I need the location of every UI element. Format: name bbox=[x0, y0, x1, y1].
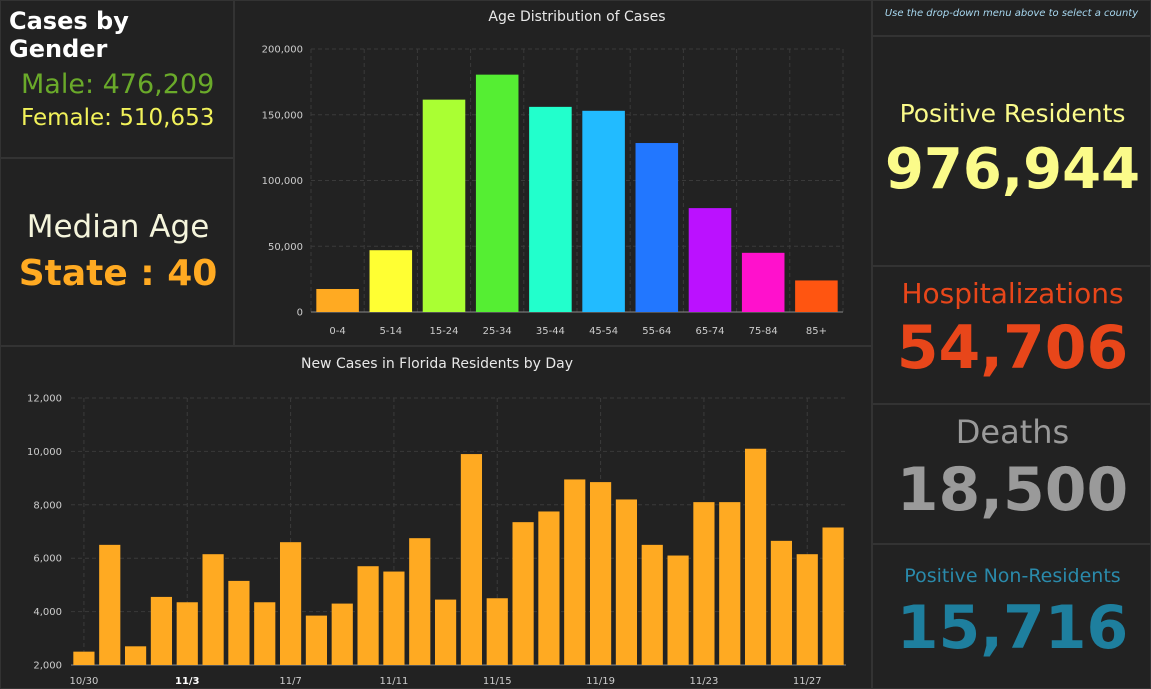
median-age-value: State : 40 bbox=[18, 253, 218, 294]
age-distribution-chart[interactable]: Age Distribution of Cases 0 50,000 100,000 1… bbox=[235, 1, 872, 346]
daily-ytick-label: 6,000 bbox=[33, 554, 62, 565]
daily-bar-11-4 bbox=[202, 554, 224, 665]
daily-ytick-label: 12,000 bbox=[27, 394, 62, 405]
age-bar-0-4 bbox=[316, 288, 359, 312]
median-age-panel: Median Age State : 40 bbox=[0, 158, 234, 346]
positive-residents-label: Positive Residents bbox=[899, 99, 1126, 128]
age-bar-45-54 bbox=[582, 110, 625, 313]
hospitalizations-label: Hospitalizations bbox=[901, 277, 1124, 310]
age-xtick-label: 65-74 bbox=[695, 326, 724, 337]
daily-xtick-label: 11/27 bbox=[793, 676, 822, 687]
daily-bar-10-30 bbox=[73, 651, 95, 665]
daily-bar-11-17 bbox=[538, 511, 560, 665]
daily-bar-11-15 bbox=[486, 598, 508, 665]
daily-bar-11-11 bbox=[383, 571, 405, 665]
age-chart-title: Age Distribution of Cases bbox=[488, 9, 665, 25]
daily-bar-11-16 bbox=[512, 522, 534, 665]
age-xtick-label: 25-34 bbox=[483, 326, 512, 337]
daily-bar-11-22 bbox=[667, 555, 689, 665]
daily-bar-11-12 bbox=[409, 538, 431, 665]
positive-nonresidents-value: 15,716 bbox=[896, 593, 1129, 663]
age-bar-65-74 bbox=[688, 208, 732, 312]
daily-bar-11-19 bbox=[589, 482, 612, 665]
age-ytick-label: 100,000 bbox=[262, 176, 303, 187]
daily-bar-11-13 bbox=[434, 599, 457, 665]
age-bar-55-64 bbox=[635, 143, 679, 312]
age-xtick-label: 15-24 bbox=[429, 326, 458, 337]
daily-xtick-label: 11/19 bbox=[586, 676, 615, 687]
daily-ytick-label: 2,000 bbox=[33, 661, 62, 672]
age-xtick-label: 85+ bbox=[806, 326, 827, 337]
daily-bar-11-27 bbox=[796, 554, 818, 665]
daily-chart-title: New Cases in Florida Residents by Day bbox=[301, 356, 573, 372]
age-ytick-label: 200,000 bbox=[262, 45, 303, 56]
age-xtick-label: 35-44 bbox=[536, 326, 565, 337]
daily-bar-11-20 bbox=[615, 499, 638, 665]
daily-bar-11-3 bbox=[176, 602, 198, 665]
daily-ytick-label: 10,000 bbox=[27, 447, 62, 458]
age-ytick-label: 0 bbox=[297, 308, 303, 319]
daily-bar-11-5 bbox=[228, 580, 250, 665]
positive-nonresidents-panel: Positive Non-Residents 15,716 bbox=[872, 544, 1151, 689]
daily-cases-chart[interactable]: New Cases in Florida Residents by Day 2,0… bbox=[1, 347, 872, 689]
county-note-text: Use the drop-down menu above to select a… bbox=[884, 8, 1139, 19]
age-bar-15-24 bbox=[422, 99, 466, 312]
male-count: Male: 476,209 bbox=[21, 69, 215, 100]
age-bar-25-34 bbox=[475, 74, 519, 312]
gender-title: Cases by Gender bbox=[9, 7, 129, 63]
daily-xtick-label: 11/7 bbox=[279, 676, 301, 687]
age-ytick-label: 150,000 bbox=[262, 110, 303, 121]
daily-bar-11-25 bbox=[744, 448, 767, 665]
daily-xtick-label: 11/15 bbox=[483, 676, 512, 687]
daily-bar-11-23 bbox=[693, 502, 715, 665]
age-bar-5-14 bbox=[369, 250, 413, 312]
positive-nonresidents-label: Positive Non-Residents bbox=[904, 565, 1121, 587]
daily-xtick-label: 11/23 bbox=[690, 676, 719, 687]
deaths-value: 18,500 bbox=[896, 455, 1129, 525]
daily-cases-panel: New Cases in Florida Residents by Day 2,0… bbox=[0, 346, 872, 689]
age-ytick-label: 50,000 bbox=[268, 242, 303, 253]
daily-bar-11-28 bbox=[822, 527, 844, 665]
daily-bar-11-6 bbox=[254, 602, 276, 665]
daily-bar-11-8 bbox=[305, 615, 328, 665]
age-bar-35-44 bbox=[529, 106, 572, 312]
deaths-label: Deaths bbox=[955, 413, 1070, 451]
hospitalizations-panel: Hospitalizations 54,706 bbox=[872, 266, 1151, 404]
daily-ytick-label: 4,000 bbox=[33, 607, 62, 618]
hospitalizations-value: 54,706 bbox=[896, 313, 1129, 383]
county-note-panel: Use the drop-down menu above to select a… bbox=[872, 0, 1151, 36]
daily-bar-11-21 bbox=[641, 544, 663, 665]
daily-bar-11-9 bbox=[331, 603, 353, 665]
median-age-title: Median Age bbox=[26, 209, 210, 245]
age-xtick-label: 75-84 bbox=[749, 326, 778, 337]
age-bar-75-84 bbox=[741, 252, 785, 312]
deaths-panel: Deaths 18,500 bbox=[872, 404, 1151, 544]
daily-bar-11-10 bbox=[357, 566, 379, 665]
age-xtick-label: 5-14 bbox=[379, 326, 402, 337]
daily-xtick-label: 10/30 bbox=[70, 676, 99, 687]
daily-bar-11-7 bbox=[279, 542, 302, 665]
daily-xtick-label: 11/3 bbox=[175, 676, 200, 687]
daily-ytick-label: 8,000 bbox=[33, 500, 62, 511]
daily-bar-11-24 bbox=[719, 502, 741, 665]
daily-bar-11-14 bbox=[460, 454, 483, 665]
positive-residents-panel: Positive Residents 976,944 bbox=[872, 36, 1151, 266]
daily-bar-11-1 bbox=[124, 646, 147, 665]
cases-by-gender-panel: Cases by Gender Male: 476,209 Female: 51… bbox=[0, 0, 234, 158]
female-count: Female: 510,653 bbox=[21, 105, 215, 131]
age-bar-85+ bbox=[795, 280, 838, 312]
age-distribution-panel: Age Distribution of Cases 0 50,000 100,000 1… bbox=[234, 0, 872, 346]
age-xtick-label: 55-64 bbox=[642, 326, 671, 337]
daily-bar-11-2 bbox=[150, 596, 173, 665]
age-xtick-label: 45-54 bbox=[589, 326, 618, 337]
daily-bar-10-31 bbox=[99, 544, 121, 665]
age-xtick-label: 0-4 bbox=[329, 326, 345, 337]
positive-residents-value: 976,944 bbox=[884, 137, 1141, 202]
daily-xtick-label: 11/11 bbox=[380, 676, 409, 687]
daily-bar-11-26 bbox=[770, 540, 793, 665]
daily-bar-11-18 bbox=[564, 479, 586, 665]
